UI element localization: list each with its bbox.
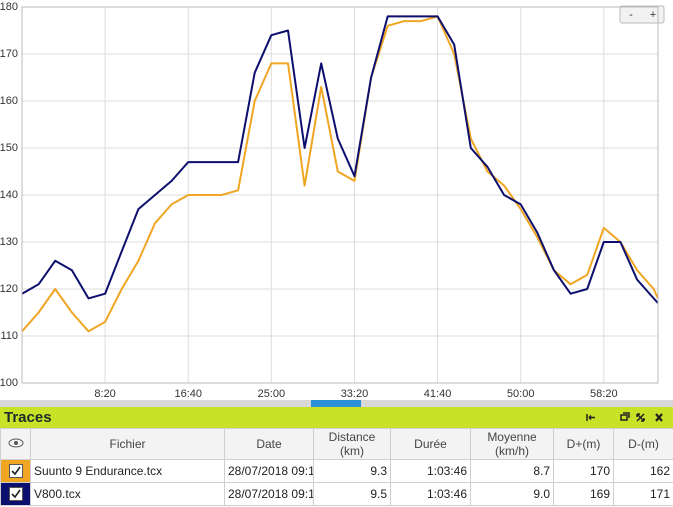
y-tick-label: 180 xyxy=(0,1,18,13)
eye-column[interactable] xyxy=(0,428,31,460)
traces-panel: Traces Fichier Date Distance (km) Durée Moye… xyxy=(0,400,673,507)
column-header: Fichier xyxy=(30,428,225,460)
y-tick-label: 110 xyxy=(0,330,18,342)
x-tick-label: 58:20 xyxy=(590,388,618,400)
cell: 9.3 xyxy=(313,459,391,483)
trace-checkbox[interactable] xyxy=(0,482,31,506)
icon-collapse[interactable] xyxy=(586,414,595,421)
column-header: Moyenne (km/h) xyxy=(470,428,554,460)
scroll-thumb[interactable] xyxy=(311,400,361,407)
cell: Suunto 9 Endurance.tcx xyxy=(30,459,225,483)
column-header: D+(m) xyxy=(553,428,614,460)
column-header: D-(m) xyxy=(613,428,673,460)
y-tick-label: 130 xyxy=(0,236,18,248)
series-line xyxy=(21,15,659,304)
y-tick-label: 140 xyxy=(0,189,18,201)
x-tick-label: 8:20 xyxy=(94,388,115,400)
cell: 9.0 xyxy=(470,482,554,506)
cell: V800.tcx xyxy=(30,482,225,506)
column-header: Date xyxy=(224,428,314,460)
cell: 28/07/2018 09:1 xyxy=(224,459,314,483)
column-header: Distance (km) xyxy=(313,428,391,460)
plot-frame xyxy=(21,6,659,384)
icon-window[interactable] xyxy=(620,412,630,421)
x-tick-label: 50:00 xyxy=(507,388,535,400)
y-tick-label: 120 xyxy=(0,283,18,295)
zoom-out[interactable]: - xyxy=(629,9,633,21)
icon-close[interactable] xyxy=(655,413,663,422)
trace-checkbox[interactable] xyxy=(0,459,31,483)
cell: 162 xyxy=(613,459,673,483)
traces-table: Fichier Date Distance (km) Durée Moyenne (km… xyxy=(0,428,673,506)
zoom-controls: - + xyxy=(619,5,665,24)
icon-maximize[interactable] xyxy=(636,413,645,422)
trace-row: Suunto 9 Endurance.tcx 28/07/2018 09:1 9.3… xyxy=(0,459,673,483)
panel-header: Traces xyxy=(0,407,673,428)
y-tick-label: 170 xyxy=(0,48,18,60)
panel-title: Traces xyxy=(4,409,52,426)
y-tick-label: 100 xyxy=(0,377,18,389)
cell: 8.7 xyxy=(470,459,554,483)
chart: - + 100 110 120 130 140 150 160 170 180 8:20 16:40… xyxy=(0,1,665,400)
cell: 169 xyxy=(553,482,614,506)
zoom-in[interactable]: + xyxy=(650,9,656,21)
cell: 171 xyxy=(613,482,673,506)
x-tick-label: 41:40 xyxy=(424,388,452,400)
column-header: Durée xyxy=(390,428,471,460)
cell: 28/07/2018 09:1 xyxy=(224,482,314,506)
x-tick-label: 25:00 xyxy=(258,388,286,400)
x-tick-label: 16:40 xyxy=(174,388,202,400)
panel-icons xyxy=(586,412,663,422)
cell: 9.5 xyxy=(313,482,391,506)
y-tick-label: 160 xyxy=(0,95,18,107)
cell: 170 xyxy=(553,459,614,483)
trace-row: V800.tcx 28/07/2018 09:1 9.5 1:03:46 9.0 169 1… xyxy=(0,482,673,506)
scrollbar[interactable] xyxy=(0,400,673,407)
series-line xyxy=(21,15,659,333)
x-tick-label: 33:20 xyxy=(341,388,369,400)
y-tick-label: 150 xyxy=(0,142,18,154)
cell: 1:03:46 xyxy=(390,459,471,483)
cell: 1:03:46 xyxy=(390,482,471,506)
zoom-box xyxy=(619,5,665,24)
